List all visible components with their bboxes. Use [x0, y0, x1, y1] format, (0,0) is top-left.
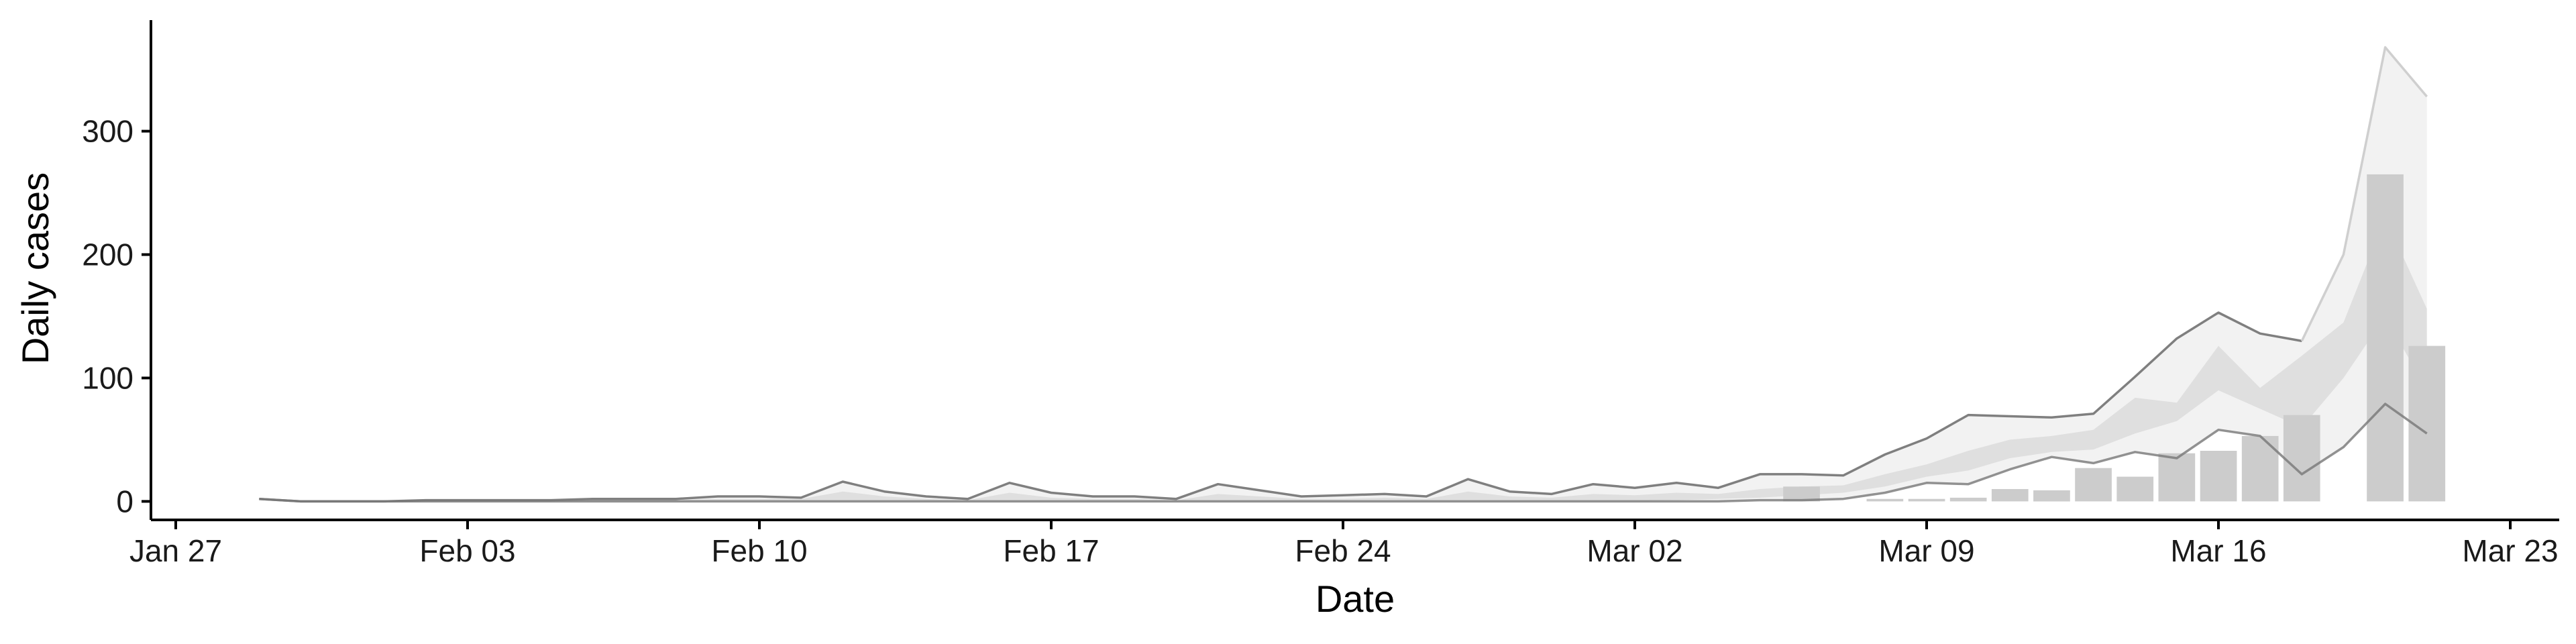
- x-tick-label-2020-02-24: Feb 24: [1295, 533, 1391, 568]
- bar-2020-03-13: [2075, 468, 2112, 502]
- bar-2020-03-06: [1783, 486, 1820, 502]
- lower-bound-line: [259, 402, 2428, 503]
- x-tick-label-2020-03-09: Mar 09: [1878, 533, 1974, 568]
- bar-2020-03-11: [1991, 489, 2029, 502]
- x-tick-label-2020-03-02: Mar 02: [1587, 533, 1682, 568]
- y-tick-label-0: 0: [116, 484, 133, 519]
- lines-layer: [259, 46, 2428, 503]
- bar-2020-03-15: [2158, 453, 2196, 502]
- axes-layer: [150, 20, 2559, 521]
- x-tick-label-2020-02-17: Feb 17: [1003, 533, 1099, 568]
- y-tick-label-300: 300: [82, 114, 133, 149]
- x-axis-title: Date: [1316, 578, 1395, 620]
- ticks-layer: 0 100 200 300 Jan 27 Feb 03 Feb 10 Feb 17 Feb 24…: [82, 114, 2558, 568]
- upper-bound-line: [259, 311, 2302, 503]
- bar-2020-03-08: [1866, 498, 1904, 502]
- upper-bound-line-late: [2300, 46, 2428, 342]
- x-tick-label-2020-02-03: Feb 03: [419, 533, 515, 568]
- x-tick-label-2020-03-23: Mar 23: [2462, 533, 2558, 568]
- x-tick-label-2020-03-16: Mar 16: [2170, 533, 2266, 568]
- bar-2020-03-09: [1908, 498, 1945, 502]
- x-tick-label-2020-02-10: Feb 10: [711, 533, 807, 568]
- bands-layer: [259, 47, 2427, 502]
- bar-2020-03-16: [2200, 451, 2237, 502]
- y-tick-label-200: 200: [82, 237, 133, 272]
- x-tick-label-2020-01-27: Jan 27: [129, 533, 222, 568]
- bar-2020-03-18: [2283, 415, 2320, 502]
- bar-2020-03-10: [1949, 497, 1987, 502]
- y-tick-label-100: 100: [82, 360, 133, 395]
- bars-layer: [1783, 174, 2446, 502]
- bar-2020-03-20: [2367, 174, 2404, 502]
- y-axis-title: Daily cases: [14, 172, 56, 364]
- bar-2020-03-17: [2241, 435, 2279, 502]
- bar-2020-03-14: [2116, 476, 2154, 502]
- bar-2020-03-12: [2033, 490, 2070, 502]
